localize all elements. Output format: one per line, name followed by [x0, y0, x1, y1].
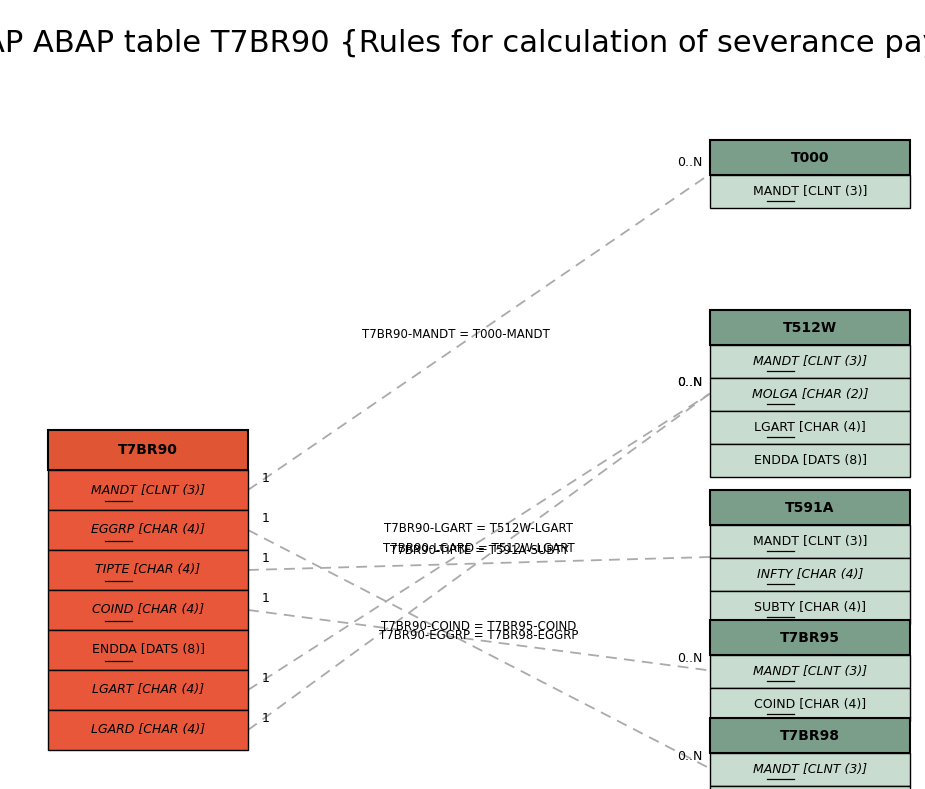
Text: TIPTE [CHAR (4)]: TIPTE [CHAR (4)] — [95, 563, 201, 577]
Text: COIND [CHAR (4)]: COIND [CHAR (4)] — [754, 698, 866, 711]
Bar — [48, 550, 248, 590]
Text: T7BR90: T7BR90 — [118, 443, 178, 457]
Bar — [710, 718, 910, 753]
Text: LGART [CHAR (4)]: LGART [CHAR (4)] — [92, 683, 204, 697]
Bar — [48, 590, 248, 630]
Bar — [48, 430, 248, 470]
Text: 0..N: 0..N — [676, 156, 702, 169]
Bar — [48, 630, 248, 670]
Text: T7BR98: T7BR98 — [780, 728, 840, 742]
Text: MANDT [CLNT (3)]: MANDT [CLNT (3)] — [753, 535, 868, 548]
Bar — [710, 620, 910, 655]
Bar — [710, 490, 910, 525]
Text: T7BR90-EGGRP = T7BR98-EGGRP: T7BR90-EGGRP = T7BR98-EGGRP — [379, 630, 579, 642]
Bar — [48, 670, 248, 710]
Text: 1: 1 — [262, 672, 270, 685]
Text: LGART [CHAR (4)]: LGART [CHAR (4)] — [754, 421, 866, 434]
Text: T7BR90-TIPTE = T591A-SUBTY: T7BR90-TIPTE = T591A-SUBTY — [389, 544, 569, 556]
Bar — [710, 411, 910, 444]
Text: 1: 1 — [262, 552, 270, 565]
Text: LGARD [CHAR (4)]: LGARD [CHAR (4)] — [91, 724, 205, 736]
Bar — [710, 558, 910, 591]
Text: T512W: T512W — [783, 320, 837, 335]
Text: 0..N: 0..N — [676, 750, 702, 764]
Text: 1: 1 — [262, 472, 270, 485]
Bar — [710, 378, 910, 411]
Text: T7BR90-MANDT = T000-MANDT: T7BR90-MANDT = T000-MANDT — [362, 327, 549, 341]
Text: ENDDA [DATS (8)]: ENDDA [DATS (8)] — [754, 454, 867, 467]
Text: 1: 1 — [262, 712, 270, 725]
Bar — [48, 470, 248, 510]
Text: MANDT [CLNT (3)]: MANDT [CLNT (3)] — [753, 185, 868, 198]
Text: 0..N: 0..N — [676, 653, 702, 665]
Text: 0..N: 0..N — [676, 376, 702, 388]
Bar — [710, 175, 910, 208]
Bar — [48, 510, 248, 550]
Bar — [710, 525, 910, 558]
Text: MOLGA [CHAR (2)]: MOLGA [CHAR (2)] — [752, 388, 869, 401]
Text: T591A: T591A — [785, 500, 834, 514]
Text: INFTY [CHAR (4)]: INFTY [CHAR (4)] — [757, 568, 863, 581]
Bar — [710, 591, 910, 624]
Bar — [710, 310, 910, 345]
Text: EGGRP [CHAR (4)]: EGGRP [CHAR (4)] — [91, 523, 205, 537]
Bar — [710, 444, 910, 477]
Text: MANDT [CLNT (3)]: MANDT [CLNT (3)] — [91, 484, 205, 496]
Bar — [710, 753, 910, 786]
Text: 1: 1 — [262, 512, 270, 525]
Bar — [710, 140, 910, 175]
Bar — [710, 655, 910, 688]
Bar — [710, 688, 910, 721]
Text: 0..N: 0..N — [676, 376, 702, 388]
Bar — [710, 345, 910, 378]
Text: SAP ABAP table T7BR90 {Rules for calculation of severance pay}: SAP ABAP table T7BR90 {Rules for calcula… — [0, 29, 925, 58]
Text: MANDT [CLNT (3)]: MANDT [CLNT (3)] — [753, 355, 867, 368]
Text: MANDT [CLNT (3)]: MANDT [CLNT (3)] — [753, 665, 867, 678]
Text: MANDT [CLNT (3)]: MANDT [CLNT (3)] — [753, 763, 867, 776]
Text: T7BR90-LGARD = T512W-LGART: T7BR90-LGARD = T512W-LGART — [383, 542, 574, 555]
Text: T7BR90-COIND = T7BR95-COIND: T7BR90-COIND = T7BR95-COIND — [381, 620, 576, 634]
Text: 1: 1 — [262, 592, 270, 605]
Text: T000: T000 — [791, 151, 829, 164]
Bar — [710, 786, 910, 789]
Bar — [48, 710, 248, 750]
Text: T7BR90-LGART = T512W-LGART: T7BR90-LGART = T512W-LGART — [385, 522, 574, 535]
Text: ENDDA [DATS (8)]: ENDDA [DATS (8)] — [92, 644, 204, 656]
Text: T7BR95: T7BR95 — [780, 630, 840, 645]
Text: COIND [CHAR (4)]: COIND [CHAR (4)] — [92, 604, 204, 616]
Text: SUBTY [CHAR (4)]: SUBTY [CHAR (4)] — [754, 601, 866, 614]
